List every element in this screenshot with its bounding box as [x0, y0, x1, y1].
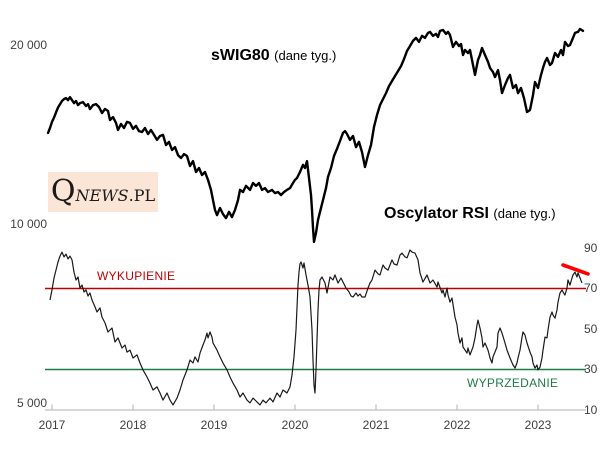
x-axis-label-2023: 2023 — [524, 418, 552, 432]
price-axis-label-5000: 5 000 — [16, 396, 47, 410]
rsi-axis-label-30: 30 — [584, 362, 598, 376]
logo-q-letter: Q — [50, 174, 76, 209]
price-title-main: sWIG80 — [211, 47, 270, 64]
divergence-trendline — [561, 263, 590, 276]
oversold-label: WYPRZEDANIE — [467, 376, 559, 390]
rsi-axis-label-90: 90 — [584, 241, 598, 255]
x-axis-label-2020: 2020 — [281, 418, 309, 432]
rsi-title-main: Oscylator RSI — [384, 205, 489, 222]
qnews-logo: QNEWS.PL — [48, 172, 158, 212]
x-axis-label-2021: 2021 — [362, 418, 390, 432]
overbought-label: WYKUPIENIE — [97, 269, 176, 283]
x-axis-label-2017: 2017 — [38, 418, 66, 432]
price-line — [46, 27, 585, 244]
logo-news-text: NEWS — [75, 186, 129, 205]
x-axis-ticks — [51, 404, 539, 410]
price-chart-title: sWIG80 (dane tyg.) — [211, 47, 336, 65]
rsi-axis-label-50: 50 — [584, 322, 598, 336]
x-axis-label-2022: 2022 — [443, 418, 471, 432]
price-title-sub: (dane tyg.) — [274, 48, 337, 63]
x-axis-label-2019: 2019 — [200, 418, 228, 432]
price-axis-label-20000: 20 000 — [10, 38, 47, 52]
rsi-title-sub: (dane tyg.) — [493, 206, 556, 221]
x-axis-label-2018: 2018 — [119, 418, 147, 432]
price-axis-label-10000: 10 000 — [10, 217, 47, 231]
logo-pl-text: .PL — [128, 186, 156, 205]
rsi-axis-label-10: 10 — [584, 403, 598, 417]
rsi-line — [49, 249, 583, 406]
rsi-chart-title: Oscylator RSI (dane tyg.) — [384, 205, 556, 223]
rsi-axis-label-70: 70 — [584, 281, 598, 295]
